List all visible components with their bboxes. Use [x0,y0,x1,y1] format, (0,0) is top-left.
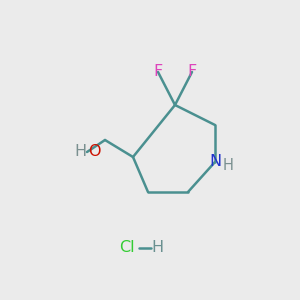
Text: H: H [74,145,86,160]
Text: O: O [88,145,100,160]
Text: H: H [151,241,163,256]
Text: Cl: Cl [119,241,135,256]
Text: H: H [223,158,233,172]
Text: F: F [188,64,196,80]
Text: F: F [153,64,163,80]
Text: N: N [209,154,221,169]
